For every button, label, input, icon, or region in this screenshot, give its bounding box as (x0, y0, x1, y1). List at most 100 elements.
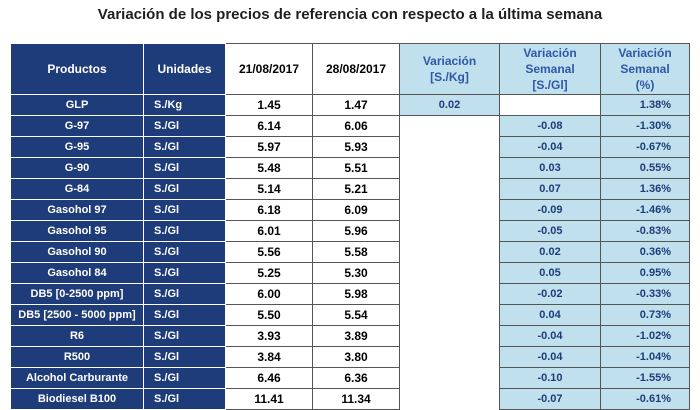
col-header-pct-line1: Variación (618, 46, 672, 60)
variation-cell (399, 220, 500, 242)
price-date1-cell: 6.46 (225, 367, 313, 389)
table-row: G-97 S./Gl 6.14 6.06 -0.08 -1.30% (10, 115, 690, 137)
unit-cell: S./Gl (143, 241, 226, 263)
price-date1-cell: 5.48 (225, 157, 313, 179)
price-date2-cell: 11.34 (312, 388, 400, 410)
price-date2-cell: 6.36 (312, 367, 400, 389)
price-date2-cell: 3.80 (312, 346, 400, 368)
weekly-pct-cell: 0.73% (600, 304, 690, 326)
unit-cell: S./Gl (143, 325, 226, 347)
weekly-variation-cell: -0.07 (499, 388, 601, 410)
table-body: GLP S./Kg 1.45 1.47 0.02 1.38% G-97 S./Gl 6.14 6.… (10, 94, 690, 410)
unit-cell: S./Gl (143, 115, 226, 137)
product-cell: Gasohol 84 (10, 262, 144, 284)
unit-cell: S./Gl (143, 388, 226, 410)
product-cell: G-97 (10, 115, 144, 137)
product-cell: DB5 [0-2500 ppm] (10, 283, 144, 305)
table-row: DB5 [0-2500 ppm] S./Gl 6.00 5.98 -0.02 -0.33% (10, 283, 690, 305)
product-cell: R6 (10, 325, 144, 347)
weekly-pct-cell: -0.61% (600, 388, 690, 410)
col-header-weekly: Variación Semanal [S./Gl] (499, 43, 601, 95)
price-date1-cell: 5.97 (225, 136, 313, 158)
weekly-pct-cell: 1.38% (600, 94, 690, 116)
price-date1-cell: 5.25 (225, 262, 313, 284)
price-date1-cell: 3.84 (225, 346, 313, 368)
variation-cell (399, 346, 500, 368)
variation-cell (399, 241, 500, 263)
price-date1-cell: 1.45 (225, 94, 313, 116)
price-table: Productos Unidades 21/08/2017 28/08/2017… (10, 43, 690, 410)
table-row: R500 S./Gl 3.84 3.80 -0.04 -1.04% (10, 346, 690, 368)
price-date2-cell: 5.98 (312, 283, 400, 305)
price-date1-cell: 6.01 (225, 220, 313, 242)
price-date1-cell: 5.14 (225, 178, 313, 200)
variation-cell (399, 367, 500, 389)
table-row: Biodiesel B100 S./Gl 11.41 11.34 -0.07 -0.61% (10, 388, 690, 410)
product-cell: DB5 [2500 - 5000 ppm] (10, 304, 144, 326)
unit-cell: S./Gl (143, 199, 226, 221)
col-header-variation-line1: Variación (422, 54, 477, 68)
col-header-variation-line2: [S./Kg] (430, 70, 469, 84)
weekly-variation-cell: 0.07 (499, 178, 601, 200)
table-row: R6 S./Gl 3.93 3.89 -0.04 -1.02% (10, 325, 690, 347)
weekly-variation-cell: -0.02 (499, 283, 601, 305)
table-row: G-84 S./Gl 5.14 5.21 0.07 1.36% (10, 178, 690, 200)
variation-cell (399, 388, 500, 410)
page-title: Variación de los precios de referencia c… (97, 6, 603, 23)
price-date2-cell: 5.96 (312, 220, 400, 242)
price-date2-cell: 5.30 (312, 262, 400, 284)
product-cell: G-90 (10, 157, 144, 179)
weekly-pct-cell: 0.95% (600, 262, 690, 284)
variation-cell (399, 199, 500, 221)
weekly-variation-cell: -0.04 (499, 346, 601, 368)
weekly-pct-cell: 0.55% (600, 157, 690, 179)
variation-cell (399, 283, 500, 305)
product-cell: Alcohol Carburante (10, 367, 144, 389)
col-header-variation: Variación [S./Kg] (399, 43, 500, 95)
unit-cell: S./Gl (143, 136, 226, 158)
product-cell: Gasohol 95 (10, 220, 144, 242)
unit-cell: S./Gl (143, 283, 226, 305)
price-date1-cell: 6.18 (225, 199, 313, 221)
variation-cell: 0.02 (399, 94, 500, 116)
price-date2-cell: 5.58 (312, 241, 400, 263)
table-row: G-90 S./Gl 5.48 5.51 0.03 0.55% (10, 157, 690, 179)
weekly-variation-cell: 0.04 (499, 304, 601, 326)
variation-cell (399, 115, 500, 137)
unit-cell: S./Gl (143, 304, 226, 326)
variation-cell (399, 304, 500, 326)
weekly-pct-cell: -1.46% (600, 199, 690, 221)
table-row: G-95 S./Gl 5.97 5.93 -0.04 -0.67% (10, 136, 690, 158)
col-header-date1: 21/08/2017 (225, 43, 313, 95)
weekly-variation-cell: 0.02 (499, 241, 601, 263)
price-date2-cell: 3.89 (312, 325, 400, 347)
weekly-variation-cell: 0.03 (499, 157, 601, 179)
unit-cell: S./Gl (143, 178, 226, 200)
col-header-pct-line3: (%) (635, 78, 655, 92)
product-cell: G-84 (10, 178, 144, 200)
price-date2-cell: 5.54 (312, 304, 400, 326)
price-date2-cell: 1.47 (312, 94, 400, 116)
col-header-weekly-line3: [S./Gl] (532, 78, 568, 92)
col-header-date2: 28/08/2017 (312, 43, 400, 95)
table-row: DB5 [2500 - 5000 ppm] S./Gl 5.50 5.54 0.04 0.… (10, 304, 690, 326)
variation-cell (399, 262, 500, 284)
weekly-variation-cell: 0.05 (499, 262, 601, 284)
col-header-pct: Variación Semanal (%) (600, 43, 690, 95)
price-date2-cell: 5.51 (312, 157, 400, 179)
product-cell: Biodiesel B100 (10, 388, 144, 410)
table-row: Gasohol 97 S./Gl 6.18 6.09 -0.09 -1.46% (10, 199, 690, 221)
weekly-variation-cell: -0.09 (499, 199, 601, 221)
weekly-variation-cell: -0.04 (499, 325, 601, 347)
col-header-weekly-line2: Semanal (525, 62, 575, 76)
variation-cell (399, 325, 500, 347)
price-date1-cell: 3.93 (225, 325, 313, 347)
unit-cell: S./Gl (143, 367, 226, 389)
price-date1-cell: 6.14 (225, 115, 313, 137)
weekly-pct-cell: -0.33% (600, 283, 690, 305)
weekly-pct-cell: -0.83% (600, 220, 690, 242)
weekly-pct-cell: -1.04% (600, 346, 690, 368)
table-row: GLP S./Kg 1.45 1.47 0.02 1.38% (10, 94, 690, 116)
weekly-pct-cell: -0.67% (600, 136, 690, 158)
product-cell: Gasohol 97 (10, 199, 144, 221)
